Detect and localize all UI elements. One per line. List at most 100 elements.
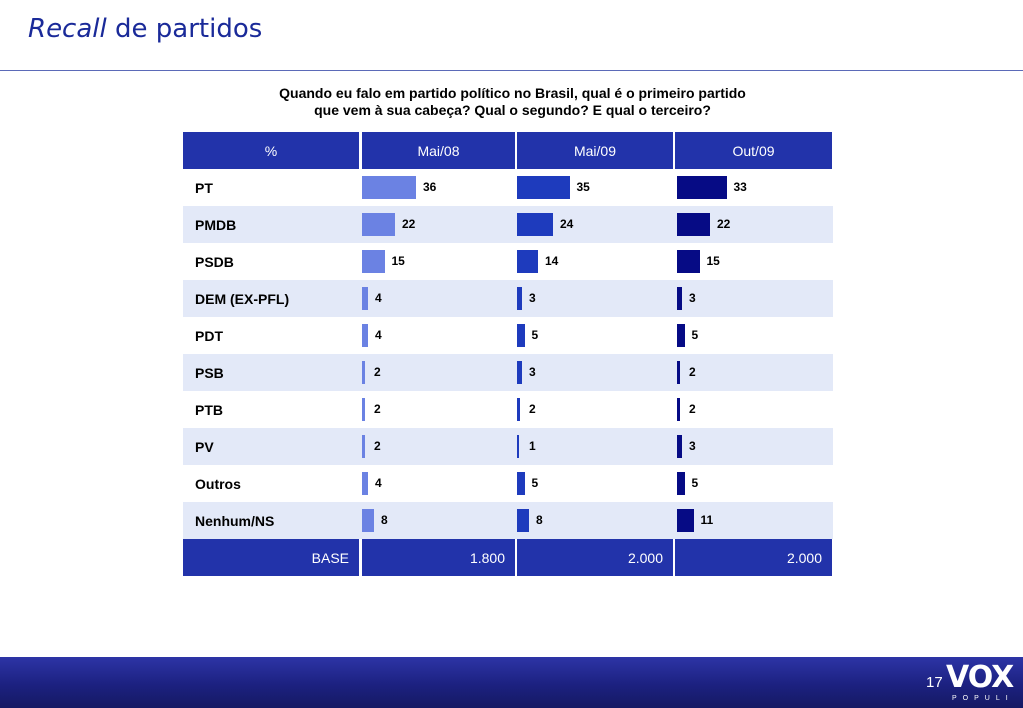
bar-psdb-2 — [677, 250, 700, 273]
value-label: 4 — [375, 328, 382, 342]
value-label: 22 — [402, 217, 416, 231]
question-line-2: que vem à sua cabeça? Qual o segundo? E … — [314, 102, 711, 118]
bar-pmdb-1 — [517, 213, 553, 236]
vox-populi-logo-sub: POPULI — [952, 695, 1014, 702]
column-header-mai-09: Mai/09 — [517, 132, 673, 169]
party-label: DEM (EX-PFL) — [195, 290, 290, 307]
bar-pmdb-2 — [677, 213, 710, 236]
value-label: 2 — [689, 402, 696, 416]
header-corner: % — [183, 132, 359, 169]
bar-pdt-2 — [677, 324, 685, 347]
value-label: 5 — [691, 476, 699, 490]
bar-ptb-2 — [677, 398, 680, 421]
party-label: PSDB — [195, 253, 234, 270]
value-label: 14 — [545, 254, 559, 268]
bar-nenhum-ns-2 — [677, 509, 694, 532]
party-label: PDT — [195, 327, 223, 344]
value-label: 2 — [374, 365, 381, 379]
bar-pv-0 — [362, 435, 365, 458]
value-label: 1 — [529, 439, 536, 453]
value-label: 11 — [700, 513, 714, 527]
bar-pdt-1 — [517, 324, 525, 347]
value-label: 8 — [381, 513, 388, 527]
page-number: 17 — [926, 674, 943, 691]
table-row: PSDB 15 14 15 — [183, 243, 833, 280]
value-label: 5 — [531, 328, 539, 342]
bar-pdt-0 — [362, 324, 368, 347]
value-label: 15 — [391, 254, 405, 268]
page-title-rest: de partidos — [115, 14, 263, 44]
bar-psdb-1 — [517, 250, 538, 273]
bar-pt-0 — [362, 176, 416, 199]
bar-psb-2 — [677, 361, 680, 384]
bar-ptb-0 — [362, 398, 365, 421]
base-value: 2.000 — [675, 539, 832, 576]
party-label: PT — [195, 179, 213, 196]
party-label: PTB — [195, 401, 223, 418]
bar-psb-1 — [517, 361, 522, 384]
value-label: 5 — [531, 476, 539, 490]
value-label: 4 — [375, 291, 382, 305]
base-label: BASE — [183, 539, 359, 576]
value-label: 3 — [529, 291, 536, 305]
table-row: Outros 4 5 5 — [183, 465, 833, 502]
vox-populi-logo: VOX — [946, 660, 1014, 695]
question-line-1: Quando eu falo em partido político no Br… — [279, 85, 746, 101]
bar-ptb-1 — [517, 398, 520, 421]
column-header-mai-08: Mai/08 — [362, 132, 515, 169]
table-row: PV 2 1 3 — [183, 428, 833, 465]
bar-pt-2 — [677, 176, 727, 199]
value-label: 2 — [374, 402, 381, 416]
bar-outros-1 — [517, 472, 525, 495]
table-row: Nenhum/NS 8 8 11 — [183, 502, 833, 539]
bar-outros-0 — [362, 472, 368, 495]
value-label: 3 — [529, 365, 536, 379]
table-row: PMDB 22 24 22 — [183, 206, 833, 243]
value-label: 5 — [691, 328, 699, 342]
bar-pmdb-0 — [362, 213, 395, 236]
value-label: 2 — [374, 439, 381, 453]
table-header-row: % Mai/08 Mai/09 Out/09 — [183, 132, 833, 169]
footer-band — [0, 657, 1023, 708]
bar-outros-2 — [677, 472, 685, 495]
title-divider — [0, 70, 1023, 71]
party-label: Outros — [195, 475, 241, 492]
bar-psdb-0 — [362, 250, 385, 273]
party-label: PV — [195, 438, 214, 455]
base-value: 1.800 — [362, 539, 515, 576]
value-label: 24 — [560, 217, 574, 231]
bar-nenhum-ns-1 — [517, 509, 529, 532]
value-label: 4 — [375, 476, 382, 490]
table-row: DEM (EX-PFL) 4 3 3 — [183, 280, 833, 317]
page-title: Recall de partidos — [28, 14, 262, 44]
bar-pv-2 — [677, 435, 682, 458]
bar-dem-ex-pfl--1 — [517, 287, 522, 310]
value-label: 36 — [423, 180, 437, 194]
value-label: 2 — [529, 402, 536, 416]
value-label: 35 — [576, 180, 590, 194]
value-label: 22 — [717, 217, 731, 231]
value-label: 2 — [689, 365, 696, 379]
bar-pv-1 — [517, 435, 519, 458]
page-title-italic: Recall — [28, 14, 107, 44]
party-label: Nenhum/NS — [195, 512, 275, 529]
table-row: PDT 4 5 5 — [183, 317, 833, 354]
bar-dem-ex-pfl--2 — [677, 287, 682, 310]
base-row: BASE 1.800 2.000 2.000 — [183, 539, 833, 576]
value-label: 33 — [733, 180, 747, 194]
table-row: PTB 2 2 2 — [183, 391, 833, 428]
table-row: PT 36 35 33 — [183, 169, 833, 206]
table-row: PSB 2 3 2 — [183, 354, 833, 391]
bar-pt-1 — [517, 176, 570, 199]
party-label: PSB — [195, 364, 224, 381]
party-label: PMDB — [195, 216, 237, 233]
bar-dem-ex-pfl--0 — [362, 287, 368, 310]
base-value: 2.000 — [517, 539, 673, 576]
bar-psb-0 — [362, 361, 365, 384]
survey-question: Quando eu falo em partido político no Br… — [180, 85, 845, 119]
value-label: 15 — [706, 254, 720, 268]
value-label: 8 — [536, 513, 543, 527]
column-header-out-09: Out/09 — [675, 132, 832, 169]
value-label: 3 — [689, 291, 696, 305]
value-label: 3 — [689, 439, 696, 453]
